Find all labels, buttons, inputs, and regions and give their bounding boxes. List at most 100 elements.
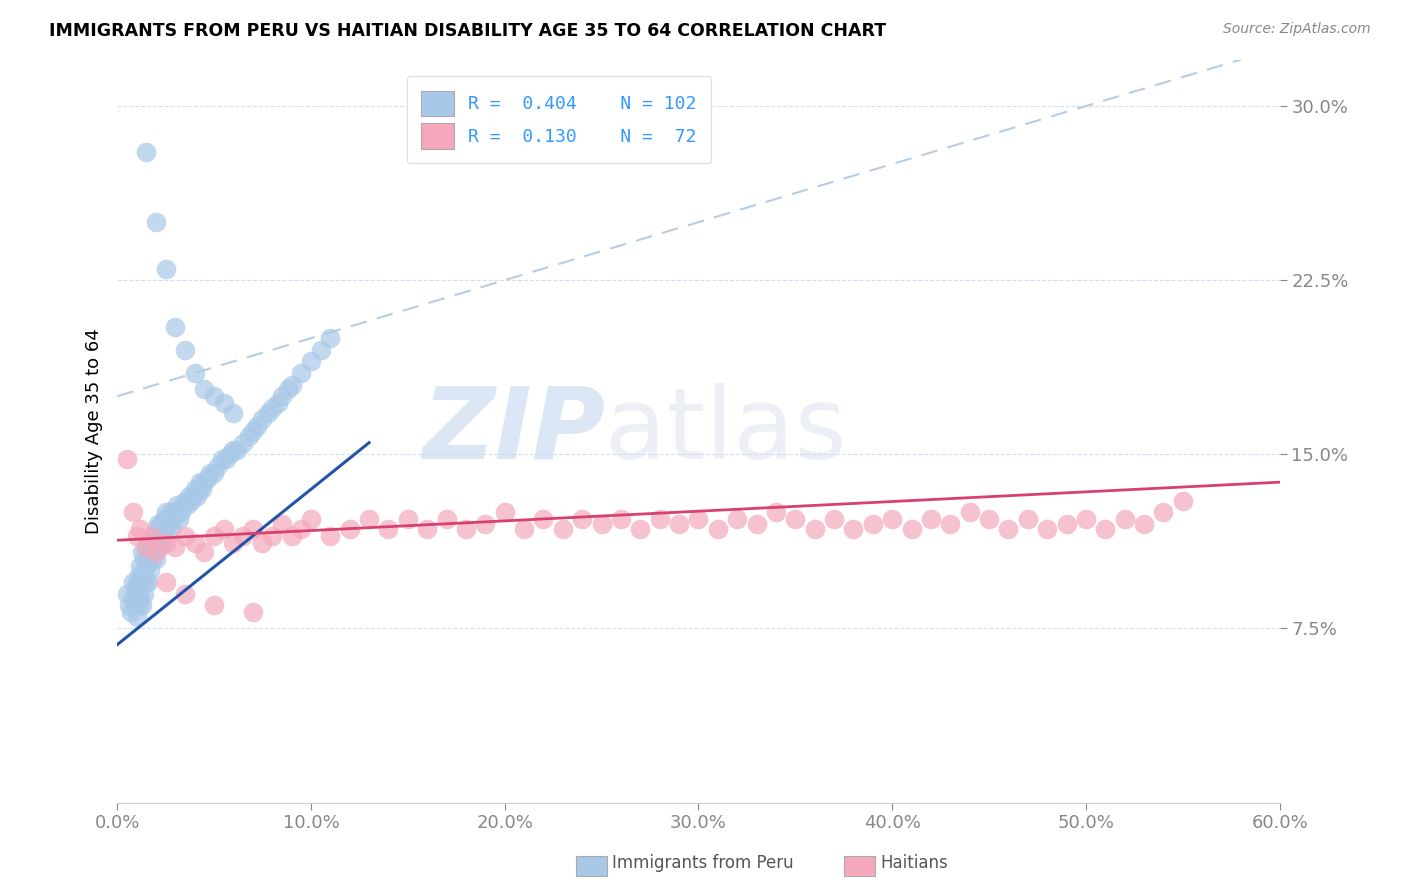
Point bbox=[145, 215, 167, 229]
Point bbox=[416, 522, 439, 536]
Point bbox=[134, 587, 156, 601]
Point bbox=[155, 261, 177, 276]
Point bbox=[174, 528, 197, 542]
Point bbox=[309, 343, 332, 357]
Point bbox=[357, 512, 380, 526]
Point bbox=[141, 535, 163, 549]
Point bbox=[131, 574, 153, 589]
Point bbox=[155, 505, 177, 519]
Point bbox=[128, 568, 150, 582]
Point bbox=[513, 522, 536, 536]
Point bbox=[135, 145, 157, 160]
Point bbox=[252, 412, 274, 426]
Point bbox=[267, 396, 290, 410]
Point bbox=[145, 551, 167, 566]
Point bbox=[166, 499, 188, 513]
Point bbox=[842, 522, 865, 536]
Point bbox=[396, 512, 419, 526]
Point bbox=[198, 466, 221, 480]
Text: Haitians: Haitians bbox=[880, 855, 948, 872]
Point bbox=[900, 522, 922, 536]
Point bbox=[155, 535, 177, 549]
Point bbox=[707, 522, 730, 536]
Point bbox=[174, 493, 197, 508]
Point bbox=[242, 605, 264, 619]
Point bbox=[436, 512, 458, 526]
Point bbox=[160, 505, 183, 519]
Point bbox=[170, 505, 193, 519]
Point bbox=[150, 516, 173, 531]
Point bbox=[202, 389, 225, 403]
Point bbox=[193, 475, 215, 490]
Point bbox=[121, 591, 143, 606]
Point bbox=[299, 354, 322, 368]
Point bbox=[551, 522, 574, 536]
Y-axis label: Disability Age 35 to 64: Disability Age 35 to 64 bbox=[86, 328, 103, 534]
Point bbox=[1152, 505, 1174, 519]
Point bbox=[232, 528, 254, 542]
Point bbox=[202, 466, 225, 480]
Point bbox=[533, 512, 555, 526]
Text: ZIP: ZIP bbox=[422, 383, 606, 480]
Point bbox=[785, 512, 807, 526]
Point bbox=[191, 482, 214, 496]
Point bbox=[280, 528, 302, 542]
Point bbox=[131, 599, 153, 613]
Point bbox=[165, 505, 187, 519]
Point bbox=[162, 512, 184, 526]
Point bbox=[745, 516, 768, 531]
Point bbox=[226, 442, 249, 457]
Point bbox=[977, 512, 1000, 526]
Point bbox=[150, 535, 173, 549]
Point bbox=[1036, 522, 1059, 536]
Point bbox=[131, 545, 153, 559]
Point bbox=[136, 574, 159, 589]
Point bbox=[146, 516, 169, 531]
Point bbox=[149, 522, 172, 536]
Point bbox=[939, 516, 962, 531]
Point bbox=[997, 522, 1019, 536]
Point bbox=[212, 522, 235, 536]
Point bbox=[124, 582, 146, 596]
Point bbox=[246, 419, 269, 434]
Point bbox=[186, 489, 208, 503]
Point bbox=[222, 535, 245, 549]
Point bbox=[141, 551, 163, 566]
Point bbox=[165, 540, 187, 554]
Point bbox=[257, 405, 280, 419]
Point bbox=[610, 512, 633, 526]
Point bbox=[125, 528, 148, 542]
Point bbox=[823, 512, 845, 526]
Point bbox=[115, 452, 138, 467]
Point bbox=[172, 499, 194, 513]
Point bbox=[222, 442, 245, 457]
Point bbox=[1017, 512, 1039, 526]
Point bbox=[125, 574, 148, 589]
Point bbox=[143, 528, 166, 542]
Point bbox=[129, 574, 152, 589]
Point bbox=[319, 528, 342, 542]
Point bbox=[129, 558, 152, 573]
Point bbox=[920, 512, 942, 526]
Point bbox=[290, 522, 312, 536]
Point bbox=[129, 522, 152, 536]
Point bbox=[242, 424, 264, 438]
Point bbox=[571, 512, 593, 526]
Point bbox=[121, 574, 143, 589]
Point bbox=[1133, 516, 1156, 531]
Point bbox=[202, 599, 225, 613]
Point bbox=[115, 587, 138, 601]
Point bbox=[1114, 512, 1136, 526]
Point bbox=[725, 512, 748, 526]
Point bbox=[167, 512, 190, 526]
Point bbox=[152, 512, 174, 526]
Point bbox=[474, 516, 496, 531]
Point bbox=[1056, 516, 1078, 531]
Point bbox=[211, 452, 233, 467]
Point bbox=[215, 452, 238, 467]
Point bbox=[190, 475, 212, 490]
Point bbox=[129, 591, 152, 606]
Point bbox=[299, 512, 322, 526]
Text: atlas: atlas bbox=[606, 383, 846, 480]
Point bbox=[339, 522, 361, 536]
